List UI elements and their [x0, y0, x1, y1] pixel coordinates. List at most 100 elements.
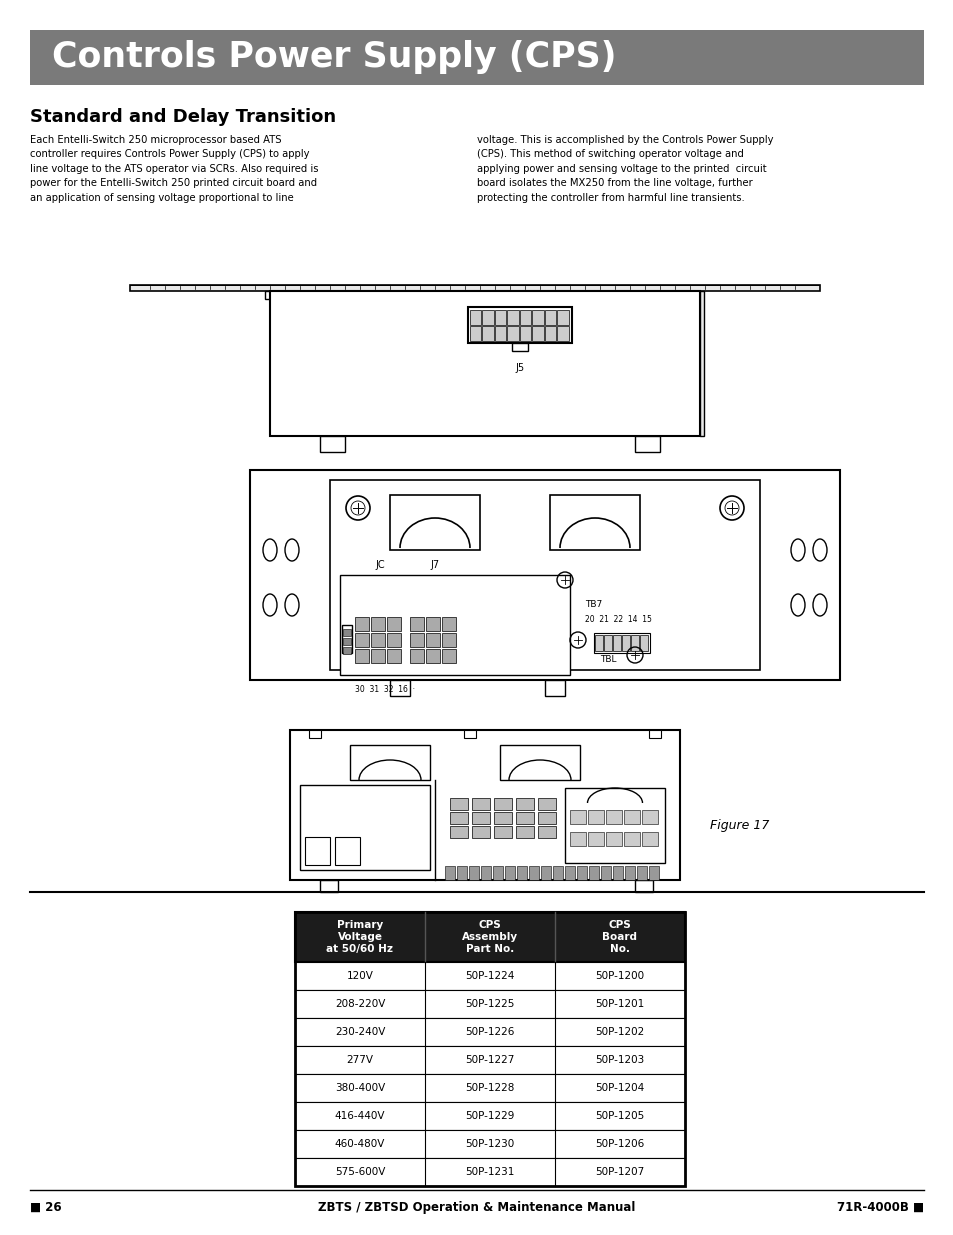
Bar — [319, 436, 345, 452]
Bar — [426, 634, 439, 647]
Text: 277V: 277V — [346, 1055, 374, 1065]
Text: 50P-1204: 50P-1204 — [595, 1083, 644, 1093]
Text: TB7: TB7 — [584, 600, 601, 609]
Ellipse shape — [285, 594, 298, 616]
Bar — [450, 826, 468, 839]
Bar — [390, 495, 479, 550]
Text: 50P-1228: 50P-1228 — [465, 1083, 515, 1093]
Bar — [495, 326, 506, 341]
Bar — [350, 745, 430, 781]
Ellipse shape — [285, 538, 298, 561]
Bar — [294, 1102, 684, 1130]
Bar — [426, 618, 439, 631]
Bar — [537, 826, 556, 839]
Bar — [605, 810, 621, 824]
Bar — [540, 866, 551, 881]
Bar — [516, 798, 534, 810]
Bar — [472, 826, 490, 839]
Text: 50P-1227: 50P-1227 — [465, 1055, 515, 1065]
Bar — [355, 634, 369, 647]
Bar — [587, 832, 603, 846]
Bar — [294, 1046, 684, 1074]
Text: 50P-1224: 50P-1224 — [465, 971, 515, 981]
Bar — [441, 650, 456, 663]
Bar — [603, 635, 612, 651]
Text: J5: J5 — [515, 363, 524, 373]
Bar — [450, 798, 468, 810]
Text: ■ 26: ■ 26 — [30, 1200, 62, 1214]
Bar — [519, 326, 531, 341]
Bar — [621, 635, 629, 651]
Bar — [635, 881, 652, 892]
Bar — [544, 680, 564, 697]
Bar — [529, 866, 538, 881]
Bar — [472, 798, 490, 810]
Bar — [557, 326, 568, 341]
Bar — [339, 576, 569, 676]
Ellipse shape — [790, 594, 804, 616]
Text: 208-220V: 208-220V — [335, 999, 385, 1009]
Text: 120V: 120V — [346, 971, 373, 981]
Bar — [494, 811, 512, 824]
Bar — [613, 866, 622, 881]
Bar — [294, 990, 684, 1018]
Text: 230-240V: 230-240V — [335, 1028, 385, 1037]
Bar — [641, 810, 658, 824]
Text: 50P-1200: 50P-1200 — [595, 971, 644, 981]
Text: CPS
Board
No.: CPS Board No. — [602, 920, 637, 955]
Bar — [250, 471, 840, 680]
Text: 50P-1231: 50P-1231 — [465, 1167, 515, 1177]
Bar — [587, 810, 603, 824]
Bar — [130, 285, 820, 291]
Text: 50P-1225: 50P-1225 — [465, 999, 515, 1009]
Text: ZBTS / ZBTSD Operation & Maintenance Manual: ZBTS / ZBTSD Operation & Maintenance Man… — [318, 1200, 635, 1214]
Bar — [265, 291, 283, 299]
Bar — [355, 650, 369, 663]
Bar — [512, 343, 527, 351]
Bar — [639, 635, 647, 651]
Text: 71R-4000B ■: 71R-4000B ■ — [836, 1200, 923, 1214]
Bar — [519, 310, 531, 325]
Bar — [450, 811, 468, 824]
Text: 50P-1206: 50P-1206 — [595, 1139, 644, 1149]
Bar — [410, 650, 423, 663]
Bar — [330, 480, 760, 671]
Bar — [294, 1018, 684, 1046]
Bar — [371, 634, 385, 647]
Text: 50P-1226: 50P-1226 — [465, 1028, 515, 1037]
Bar — [270, 291, 700, 436]
Bar — [444, 866, 455, 881]
Bar — [569, 832, 585, 846]
Bar — [341, 625, 352, 653]
Bar — [343, 629, 351, 636]
Bar — [470, 310, 481, 325]
Bar — [290, 730, 679, 881]
Bar — [557, 310, 568, 325]
Bar — [371, 618, 385, 631]
Text: 50P-1203: 50P-1203 — [595, 1055, 644, 1065]
Bar — [564, 788, 664, 863]
Bar — [371, 650, 385, 663]
Bar — [309, 730, 320, 739]
Bar — [594, 634, 649, 653]
Bar — [550, 495, 639, 550]
Bar — [537, 811, 556, 824]
Bar — [623, 832, 639, 846]
Bar — [624, 866, 635, 881]
Bar — [335, 837, 359, 864]
Bar — [516, 811, 534, 824]
Bar — [463, 730, 476, 739]
Bar — [495, 310, 506, 325]
Bar — [30, 30, 923, 85]
Bar — [355, 618, 369, 631]
Bar — [294, 962, 684, 990]
Text: CPS
Assembly
Part No.: CPS Assembly Part No. — [461, 920, 517, 955]
Text: 50P-1201: 50P-1201 — [595, 999, 644, 1009]
Bar — [410, 634, 423, 647]
Bar — [635, 436, 659, 452]
Bar — [648, 730, 660, 739]
Bar — [482, 310, 494, 325]
Bar — [493, 866, 502, 881]
Bar — [537, 798, 556, 810]
Bar — [623, 810, 639, 824]
